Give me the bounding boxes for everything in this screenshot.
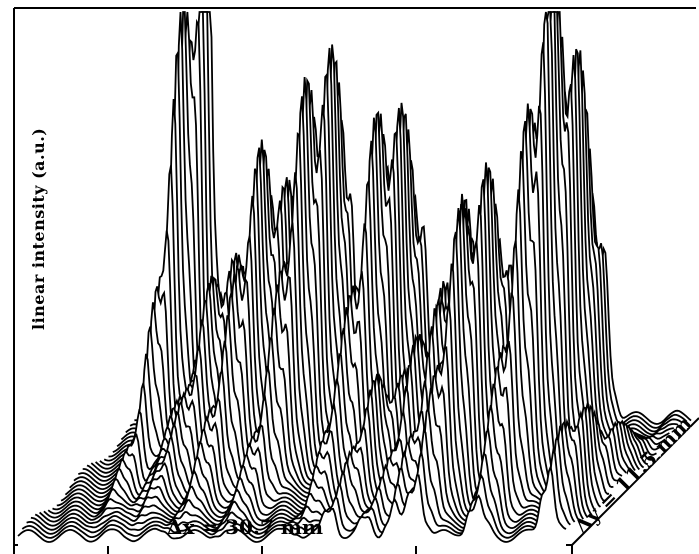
profile-line-8 xyxy=(52,263,602,511)
profile-line-12 xyxy=(69,120,618,495)
intensity-profiles xyxy=(17,11,692,546)
profile-fill-1 xyxy=(22,450,571,542)
y-axis-label: linear intensity (a.u.) xyxy=(29,128,48,330)
profile-line-4 xyxy=(34,387,584,527)
profile-line-7 xyxy=(47,301,597,515)
x-extent-label: Δx = 30.7 mm xyxy=(167,515,323,539)
profile-line-20 xyxy=(103,11,653,462)
profile-line-2 xyxy=(26,427,576,535)
profile-line-0 xyxy=(17,464,567,543)
profile-line-11 xyxy=(64,151,614,499)
profile-line-14 xyxy=(77,105,627,486)
profile-line-5 xyxy=(39,374,589,523)
profile-line-3 xyxy=(30,407,580,531)
profile-fill-0 xyxy=(18,467,566,546)
profile-line-1 xyxy=(21,448,571,539)
profile-fill-2 xyxy=(26,429,575,538)
profile-line-6 xyxy=(43,346,593,519)
profile-line-13 xyxy=(73,103,623,491)
